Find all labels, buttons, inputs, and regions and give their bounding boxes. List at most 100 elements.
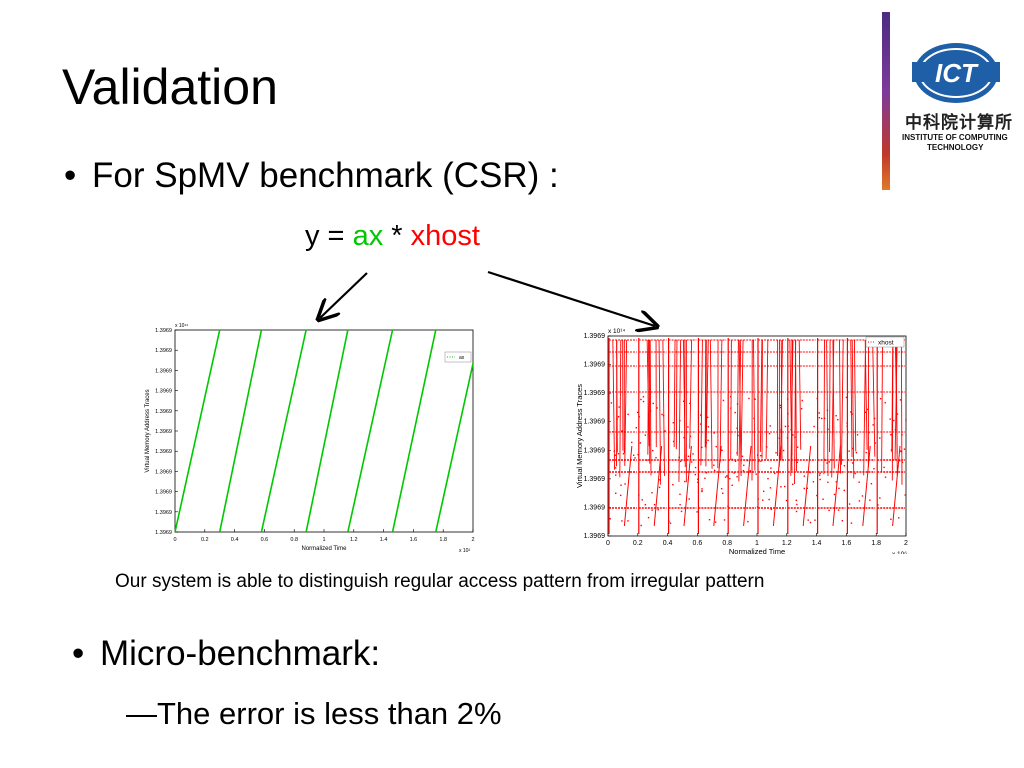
plot-frame — [174, 329, 474, 533]
xhost-trace-point — [826, 462, 828, 464]
xhost-trace-streak — [719, 339, 723, 463]
xhost-trace-point — [901, 433, 903, 436]
xhost-trace-point — [835, 415, 837, 417]
xhost-trace-point — [634, 457, 636, 459]
xhost-trace-streak — [689, 339, 693, 449]
y-tick-label: 1.3969 — [155, 429, 172, 435]
xhost-trace-point — [731, 458, 734, 461]
ax-trace-chart: 0 0.2 0.4 0.6 0.8 1 1.2 1.4 1.6 1.8 2 1.3969 1.3969 1… — [145, 323, 475, 552]
xhost-trace-point — [706, 416, 709, 419]
xhost-trace-point — [800, 408, 803, 410]
xhost-trace-ramp — [713, 445, 722, 527]
xhost-trace-point — [770, 508, 773, 510]
y-tick-label: 1.3969 — [584, 533, 606, 540]
xhost-trace-streak — [823, 339, 826, 475]
xhost-trace-point — [812, 481, 815, 483]
xhost-trace-streak — [780, 339, 783, 461]
xhost-trace-point — [780, 486, 782, 488]
xhost-trace-point — [726, 475, 728, 477]
xhost-trace-point — [664, 430, 666, 432]
xhost-trace-streak — [683, 339, 686, 468]
xhost-trace-point — [828, 509, 830, 512]
y-tick-label: 1.3969 — [584, 390, 606, 397]
xhost-trace-ramp — [683, 445, 692, 527]
xhost-trace-point — [893, 419, 895, 422]
y-tick-label: 1.3969 — [155, 510, 172, 516]
xhost-trace-point — [723, 519, 726, 521]
xhost-trace-point — [898, 517, 900, 519]
xhost-trace-point — [790, 428, 792, 431]
xhost-trace-point — [796, 446, 799, 448]
y-tick-label: 1.3969 — [584, 476, 606, 483]
xhost-trace-point — [873, 468, 875, 470]
ax-trace-segment — [218, 329, 263, 533]
xhost-trace-point — [843, 489, 846, 492]
xhost-trace-point — [679, 493, 681, 495]
formula-prefix: y = — [305, 220, 353, 252]
y-tick-label: 1.3969 — [584, 362, 606, 369]
xhost-trace-point — [809, 471, 811, 474]
x-tick-label: 1.4 — [380, 537, 388, 543]
xhost-trace-point — [680, 510, 683, 513]
xhost-trace-point — [642, 400, 645, 403]
xhost-trace-point — [707, 426, 710, 428]
xhost-trace-point — [824, 459, 827, 461]
xhost-trace-point — [690, 461, 693, 463]
logo-badge: ICT — [935, 58, 979, 88]
xhost-trace-point — [823, 417, 826, 420]
xhost-trace-streak — [624, 339, 628, 466]
xhost-trace-point — [721, 449, 723, 451]
xhost-trace-point — [614, 454, 617, 456]
bullet-glyph: • — [64, 156, 77, 195]
x-tick-label: 0 — [606, 540, 610, 547]
xhost-trace-point — [647, 516, 650, 519]
xhost-trace-ramp — [623, 445, 633, 527]
xhost-trace-point — [755, 473, 757, 475]
xhost-trace-point — [785, 499, 788, 502]
x-exponent: x 10⁶ — [892, 551, 907, 554]
xhost-trace-point — [813, 425, 815, 428]
arrow-to-ax-chart — [320, 272, 368, 318]
xhost-trace-point — [841, 520, 844, 522]
formula: y = ax * xhost — [305, 222, 480, 251]
xhost-trace-point — [814, 519, 816, 521]
y-tick-label: 1.3969 — [584, 447, 606, 454]
x-tick-label: 1.8 — [439, 537, 447, 543]
xhost-trace-point — [821, 417, 823, 420]
y-exponent: x 10¹⁴ — [608, 328, 625, 335]
xhost-trace-streak — [894, 339, 898, 460]
xhost-trace-point — [661, 413, 663, 416]
xhost-trace-point — [879, 397, 882, 400]
bullet-micro-text: Micro-benchmark: — [100, 634, 381, 673]
x-tick-label: 1 — [322, 537, 325, 543]
y-tick-label: 1.3969 — [155, 328, 172, 334]
xhost-trace-point — [850, 522, 853, 524]
xhost-trace-point — [615, 492, 617, 494]
xhost-trace-point — [738, 434, 740, 437]
xhost-trace-streak — [891, 339, 894, 453]
xhost-trace-point — [816, 494, 818, 497]
xhost-trace-point — [851, 462, 854, 464]
xhost-trace-point — [669, 522, 672, 524]
logo-bar — [882, 12, 890, 190]
arrow-to-xhost-chart — [487, 270, 655, 326]
xhost-trace-point — [896, 413, 899, 415]
xhost-trace-point — [736, 427, 738, 429]
xhost-trace-point — [872, 424, 874, 426]
x-tick-label: 0.4 — [663, 540, 673, 547]
xhost-trace-point — [736, 476, 738, 478]
xhost-trace-ramp — [743, 445, 752, 527]
xhost-trace-point — [734, 460, 737, 462]
xhost-trace-point — [687, 455, 690, 457]
formula-op: * — [383, 220, 411, 252]
xhost-trace-point — [864, 411, 867, 413]
xhost-trace-point — [637, 453, 639, 456]
xhost-trace-point — [719, 459, 721, 462]
xhost-trace-point — [747, 520, 749, 523]
xhost-trace-point — [615, 474, 617, 476]
xhost-trace-ramp — [802, 445, 812, 527]
xhost-trace-point — [883, 466, 885, 469]
xhost-trace-point — [733, 472, 736, 474]
xhost-trace-streak — [851, 339, 855, 479]
y-tick-label: 1.3969 — [155, 368, 172, 374]
